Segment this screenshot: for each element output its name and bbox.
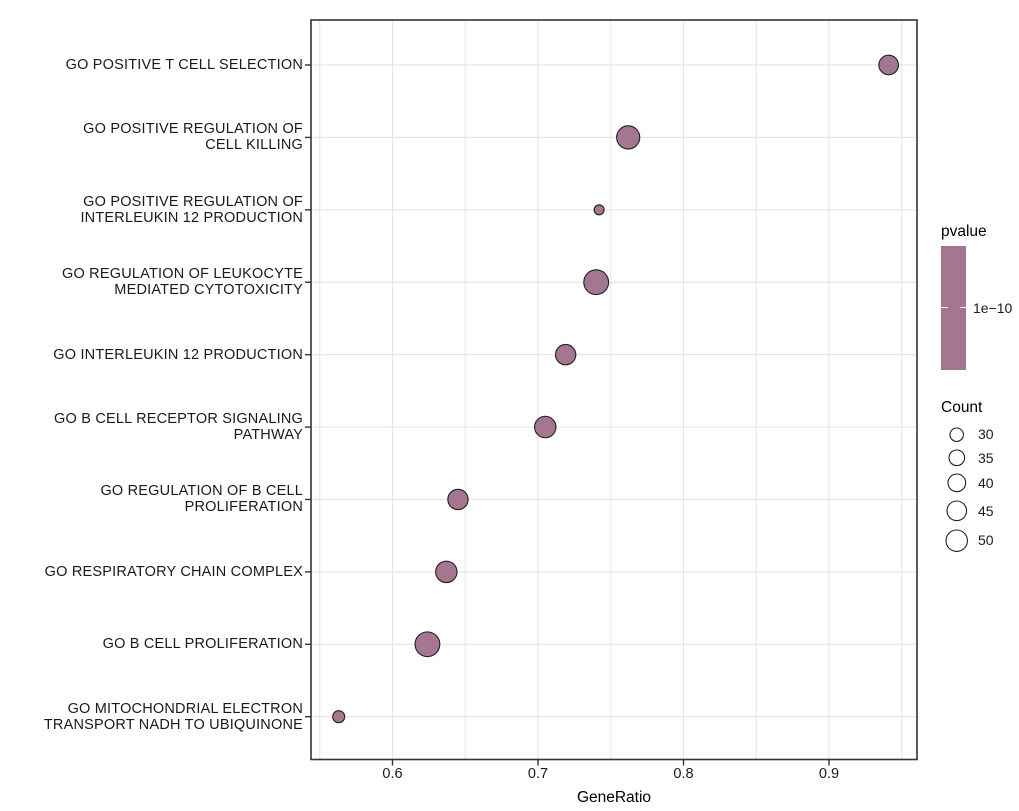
y-axis-label: GO RESPIRATORY CHAIN COMPLEX: [44, 563, 303, 580]
count-legend-key: [946, 500, 968, 522]
x-axis-tick-label: 0.9: [818, 766, 840, 782]
data-point: [534, 415, 557, 439]
colorbar-tick-left: [941, 306, 948, 309]
count-legend-key: [947, 473, 967, 493]
y-axis-label: GO INTERLEUKIN 12 PRODUCTION: [53, 346, 303, 363]
data-point: [583, 269, 610, 296]
x-axis-tick-label: 0.7: [527, 766, 549, 782]
panel-border: [310, 19, 918, 761]
y-axis-label: GO POSITIVE REGULATION OF INTERLEUKIN 12…: [80, 193, 303, 226]
count-legend-entry: 35: [941, 445, 1019, 470]
count-legend-entries: 30 35 40 45 50: [941, 423, 1019, 556]
count-legend-value: 45: [978, 502, 994, 519]
count-legend-circle: [947, 473, 967, 493]
y-axis-label: GO MITOCHONDRIAL ELECTRON TRANSPORT NADH…: [43, 700, 303, 733]
count-legend-value: 30: [978, 426, 994, 443]
colorbar-tick-right: [959, 306, 966, 309]
pvalue-colorbar: [941, 246, 966, 370]
count-legend-entry: 50: [941, 525, 1019, 555]
y-axis-label: GO POSITIVE T CELL SELECTION: [65, 57, 303, 73]
pvalue-legend-title: pvalue: [941, 223, 987, 240]
count-legend-value: 40: [978, 475, 994, 492]
data-point: [593, 204, 605, 216]
x-axis-tick-label: 0.6: [382, 766, 403, 782]
y-axis-label: GO B CELL RECEPTOR SIGNALING PATHWAY: [54, 411, 303, 444]
data-point: [447, 488, 469, 511]
count-legend-circle: [945, 529, 969, 552]
y-axis-label: GO POSITIVE REGULATION OF CELL KILLING: [83, 121, 303, 154]
data-point: [435, 560, 458, 584]
count-legend-entry: 40: [941, 470, 1019, 497]
data-point: [878, 54, 899, 76]
count-legend-title: Count: [941, 399, 983, 416]
pvalue-tick-label: 1e−10: [973, 299, 1013, 316]
count-legend-circle: [948, 449, 966, 467]
data-point: [332, 710, 346, 724]
count-legend-entry: 30: [941, 423, 1019, 445]
y-axis-label: GO REGULATION OF LEUKOCYTE MEDIATED CYTO…: [62, 266, 303, 299]
x-axis-title: GeneRatio: [576, 789, 652, 806]
count-legend-circle: [946, 500, 968, 522]
count-legend-circle: [949, 426, 965, 442]
y-axis-label: GO B CELL PROLIFERATION: [102, 636, 303, 653]
count-legend-value: 50: [978, 532, 994, 549]
count-legend-value: 35: [978, 449, 994, 466]
y-axis-label: GO REGULATION OF B CELL PROLIFERATION: [100, 483, 303, 516]
count-legend-entry: 45: [941, 497, 1019, 526]
count-legend-key: [945, 529, 969, 552]
data-point: [414, 631, 441, 658]
data-point: [616, 125, 641, 150]
x-axis-tick-label: 0.8: [673, 766, 694, 782]
count-legend-key: [948, 449, 966, 467]
count-legend-key: [949, 426, 965, 442]
data-point: [554, 343, 577, 366]
